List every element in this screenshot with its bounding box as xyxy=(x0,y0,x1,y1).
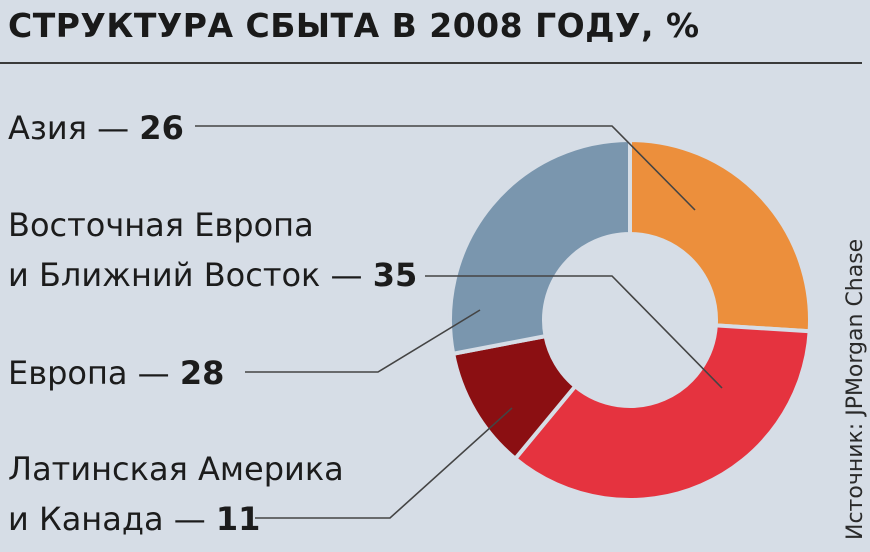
leader-line-asia xyxy=(195,125,696,211)
slice-asia xyxy=(628,137,812,334)
label-east-europe-line1: Восточная Европа xyxy=(8,206,314,244)
leader-line-europe xyxy=(245,309,481,373)
source-note: Источник: JPMorgan Chase xyxy=(843,238,868,540)
leader-line-latin-america xyxy=(255,407,513,519)
label-europe-value: 28 xyxy=(179,354,225,392)
label-east-europe: Восточная Европа и Ближний Восток — 35 xyxy=(8,200,417,300)
leader-line-east-europe xyxy=(425,275,723,389)
label-east-europe-value: 35 xyxy=(372,256,418,294)
label-europe: Европа — 28 xyxy=(8,348,224,398)
leader-lines xyxy=(195,125,723,519)
label-latin-america-line1: Латинская Америка xyxy=(8,450,344,488)
slice-europe xyxy=(448,137,632,357)
donut-slices xyxy=(448,137,812,502)
label-latin-america-line2: и Канада xyxy=(8,500,164,538)
label-latin-america: Латинская Америка и Канада — 11 xyxy=(8,444,344,544)
label-east-europe-line2: и Ближний Восток xyxy=(8,256,321,294)
label-east-europe-dash: — xyxy=(330,256,363,294)
label-europe-dash: — xyxy=(137,354,170,392)
chart-title: СТРУКТУРА СБЫТА В 2008 ГОДУ, % xyxy=(8,6,700,45)
slice-east-europe xyxy=(512,323,812,502)
label-asia-dash: — xyxy=(97,109,130,147)
label-latin-america-dash: — xyxy=(173,500,206,538)
label-asia: Азия — 26 xyxy=(8,103,184,153)
title-divider xyxy=(0,62,862,64)
label-latin-america-value: 11 xyxy=(215,500,261,538)
label-asia-name: Азия xyxy=(8,109,87,147)
label-europe-name: Европа xyxy=(8,354,128,392)
label-asia-value: 26 xyxy=(139,109,184,147)
